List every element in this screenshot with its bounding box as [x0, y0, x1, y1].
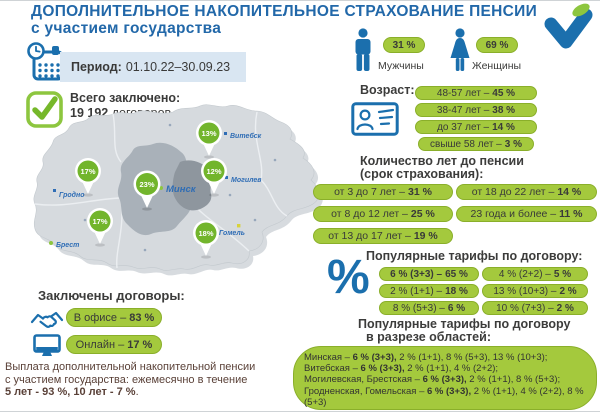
handshake-icon — [30, 308, 64, 337]
regional-tariffs-title: Популярные тарифы по договору в разрезе … — [358, 317, 571, 344]
female-share-pill: 69 % — [476, 37, 518, 53]
contract-office-pill: В офисе –83 % — [66, 308, 162, 327]
top-divider — [0, 0, 600, 1]
pension-years-title: Количество лет до пенсии (срок страхован… — [360, 154, 524, 181]
map-minor-city-dots — [83, 123, 277, 252]
male-share-pill: 31 % — [383, 37, 425, 53]
city-label-vitebsk: Витебск — [230, 132, 262, 140]
age-pill: свыше 58 лет –3 % — [418, 137, 534, 151]
contracts-title: Заключены договоры: — [38, 288, 185, 303]
svg-text:18%: 18% — [198, 229, 213, 238]
map-pin-mogilev: 12% — [201, 158, 227, 197]
female-label: Женщины — [472, 60, 522, 72]
age-pill: 38-47 лет –38 % — [415, 103, 537, 117]
pension-years-pill: 23 года и более –11 % — [456, 206, 597, 222]
map-pin-gomel: 18% — [193, 220, 219, 259]
pension-years-pill: от 3 до 7 лет –31 % — [313, 184, 453, 200]
city-label-minsk: Минск — [166, 184, 197, 195]
calendar-clock-icon — [25, 42, 65, 89]
tariff-pill: 6 % (3+3) –65 % — [379, 267, 479, 281]
check-icon — [26, 91, 63, 133]
payout-note: Выплата дополнительной накопительной пен… — [5, 361, 256, 398]
female-share-value: 69 % — [485, 39, 509, 51]
female-figure-icon — [447, 28, 473, 78]
contract-online-pill: Онлайн –17 % — [66, 335, 162, 354]
age-pill: 48-57 лет –45 % — [415, 86, 537, 100]
tariff-pill: 4 % (2+2) –5 % — [482, 267, 588, 281]
percent-symbol-icon: % — [327, 251, 370, 304]
belarus-map: Витебск Могилев Минск Гродно Брест Гомел… — [25, 100, 335, 295]
id-card-icon — [351, 102, 399, 141]
regional-line: Могилевская, Брестская – 6 % (3+3), 2 % … — [304, 374, 561, 386]
tariff-pill: 8 % (5+3) –6 % — [379, 301, 479, 315]
tariff-pill: 10 % (7+3) –2 % — [482, 301, 588, 315]
city-label-gomel: Гомель — [219, 230, 245, 237]
male-figure-icon — [352, 28, 374, 78]
page-title-line2: с участием государства — [31, 20, 222, 37]
svg-text:17%: 17% — [92, 217, 107, 226]
period-value: 01.10.22–30.09.23 — [125, 60, 231, 74]
city-label-grodno: Гродно — [59, 191, 85, 199]
map-pin-brest: 17% — [87, 208, 113, 247]
page-title: ДОПОЛНИТЕЛЬНОЕ НАКОПИТЕЛЬНОЕ СТРАХОВАНИЕ… — [31, 3, 537, 37]
city-label-mogilev: Могилев — [231, 177, 262, 184]
svg-text:23%: 23% — [139, 180, 154, 189]
svg-text:17%: 17% — [80, 167, 95, 176]
pension-years-pill: от 8 до 12 лет –25 % — [313, 206, 453, 222]
age-section-title: Возраст: — [360, 83, 415, 97]
total-label: Всего заключено: — [70, 91, 181, 105]
regional-line: Витебская – 6 % (3+3), 2 % (1+1), 4 % (2… — [304, 363, 499, 375]
brand-checkmark-logo-icon — [541, 2, 595, 61]
tariffs-title: Популярные тарифы по договору: — [366, 249, 583, 263]
pension-years-pill: от 13 до 17 лет –19 % — [313, 228, 453, 244]
map-pin-minsk: 23% — [133, 170, 161, 211]
period-label: Период: — [71, 60, 122, 74]
male-share-value: 31 % — [392, 39, 416, 51]
map-pins: 13% 12% 23% 17% — [75, 120, 227, 259]
monitor-icon — [33, 334, 61, 363]
tariff-pill: 13 % (10+3) –2 % — [482, 284, 588, 298]
regional-line: Гродненская, Гомельская – 6 % (3+3), 2 %… — [304, 385, 584, 408]
male-label: Мужчины — [378, 60, 424, 72]
regional-line: Минская – 6 % (3+3), 2 % (1+1), 8 % (5+3… — [304, 352, 548, 363]
svg-text:12%: 12% — [206, 167, 221, 176]
tariff-pill: 2 % (1+1) –18 % — [379, 284, 479, 298]
city-label-brest: Брест — [56, 242, 79, 249]
map-pin-vitebsk: 13% — [196, 120, 222, 159]
map-pin-grodno: 17% — [75, 158, 101, 197]
page-title-line1: ДОПОЛНИТЕЛЬНОЕ НАКОПИТЕЛЬНОЕ СТРАХОВАНИЕ… — [31, 3, 538, 20]
period-field: Период: 01.10.22–30.09.23 — [60, 52, 246, 82]
svg-text:13%: 13% — [201, 129, 216, 138]
pension-years-pill: от 18 до 22 лет –14 % — [456, 184, 597, 200]
age-pill: до 37 лет –14 % — [415, 120, 537, 134]
map-city-labels: Витебск Могилев Минск Гродно Брест Гомел… — [49, 132, 262, 249]
regional-tariffs-box: Минская – 6 % (3+3), 2 % (1+1), 8 % (5+3… — [293, 346, 597, 410]
